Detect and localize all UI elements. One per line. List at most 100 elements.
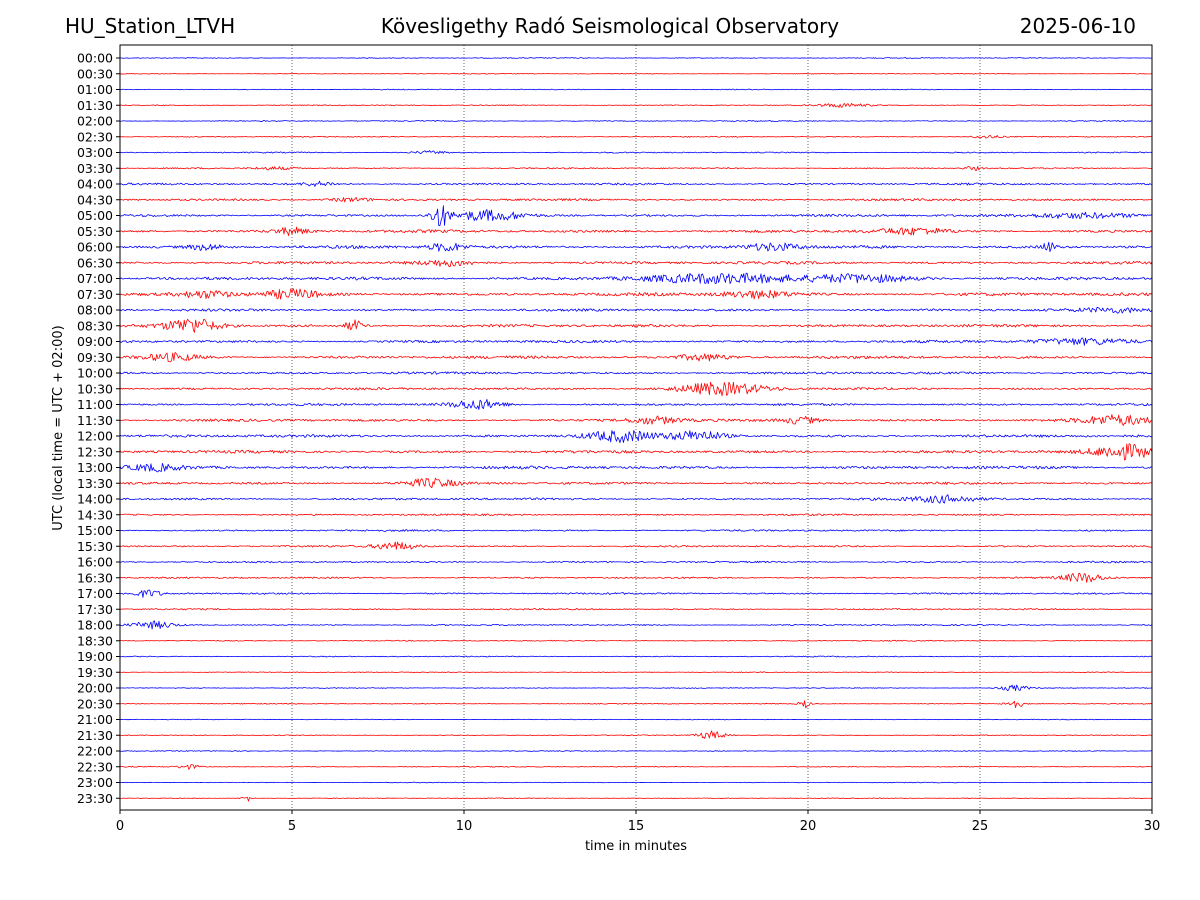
trace-0000 [119,57,1153,59]
y-tick-label: 19:30 [77,665,113,680]
y-tick-label: 19:00 [77,649,113,664]
y-tick-label: 12:30 [77,444,113,459]
trace-2230 [119,764,1153,770]
trace-0130 [119,102,1153,108]
y-tick-label: 11:30 [77,413,113,428]
y-tick-label: 18:30 [77,633,113,648]
y-axis-ticks: 00:0000:3001:0001:3002:0002:3003:0003:30… [77,51,120,806]
trace-0530 [119,226,1153,236]
trace-1200 [119,430,1153,443]
trace-0500 [119,205,1153,227]
trace-1800 [119,620,1153,630]
trace-2330 [119,796,1153,802]
trace-1330 [119,477,1153,489]
seismogram-traces [119,57,1153,802]
trace-0330 [119,166,1153,171]
trace-0400 [119,180,1153,187]
x-tick-label: 20 [800,819,817,834]
trace-1030 [119,381,1153,397]
y-tick-label: 01:00 [77,82,113,97]
x-tick-label: 30 [1144,819,1161,834]
y-tick-label: 13:00 [77,460,113,475]
x-axis-ticks: 0 5 10 15 20 25 30 [116,810,1160,834]
trace-1000 [119,371,1153,375]
y-tick-label: 09:30 [77,350,113,365]
y-tick-label: 22:00 [77,744,113,759]
y-tick-label: 18:00 [77,618,113,633]
y-tick-label: 03:00 [77,145,113,160]
trace-0600 [119,241,1153,252]
y-tick-label: 16:30 [77,570,113,585]
trace-0630 [119,259,1153,268]
trace-1300 [119,463,1153,473]
x-tick-label: 5 [288,819,296,834]
y-tick-label: 00:00 [77,51,113,66]
trace-0830 [119,318,1153,333]
trace-2030 [119,700,1153,709]
trace-1100 [119,399,1153,410]
trace-1930 [119,671,1153,674]
y-tick-label: 08:30 [77,318,113,333]
y-tick-label: 00:30 [77,66,113,81]
trace-1230 [119,443,1153,461]
trace-2100 [119,718,1153,721]
y-tick-label: 20:00 [77,681,113,696]
y-tick-label: 05:00 [77,208,113,223]
trace-1700 [119,589,1153,598]
y-tick-label: 13:30 [77,476,113,491]
y-tick-label: 11:00 [77,397,113,412]
trace-2300 [119,781,1153,784]
trace-1530 [119,541,1153,550]
trace-2000 [119,684,1153,692]
grid-lines [291,45,981,810]
y-tick-label: 03:30 [77,161,113,176]
trace-0800 [119,307,1153,314]
x-tick-label: 15 [628,819,645,834]
y-axis-label: UTC (local time = UTC + 02:00) [51,325,66,530]
trace-0230 [120,135,1153,139]
trace-1730 [119,608,1153,611]
y-tick-label: 06:00 [77,240,113,255]
trace-0200 [119,120,1153,122]
y-tick-label: 17:30 [77,602,113,617]
y-tick-label: 04:00 [77,177,113,192]
y-tick-label: 23:30 [77,791,113,806]
x-axis-label: time in minutes [585,839,687,854]
station-name: HU_Station_LTVH [65,14,236,38]
y-tick-label: 05:30 [77,224,113,239]
trace-1130 [119,414,1153,426]
chart-title: Kövesligethy Radó Seismological Observat… [380,14,840,38]
y-tick-label: 17:00 [77,586,113,601]
trace-0930 [119,352,1153,363]
trace-1500 [119,529,1153,532]
trace-1600 [119,560,1153,564]
y-tick-label: 08:00 [77,303,113,318]
trace-2130 [119,730,1152,739]
x-tick-label: 0 [116,819,124,834]
y-tick-label: 02:30 [77,129,113,144]
y-tick-label: 07:30 [77,287,113,302]
y-tick-label: 21:30 [77,728,113,743]
y-tick-label: 06:30 [77,255,113,270]
y-tick-label: 23:00 [77,775,113,790]
trace-1830 [119,639,1153,642]
trace-0300 [119,150,1153,155]
y-tick-label: 02:00 [77,114,113,129]
trace-0430 [119,196,1153,203]
y-tick-label: 15:30 [77,539,113,554]
y-tick-label: 12:00 [77,429,113,444]
trace-0100 [119,88,1153,91]
trace-2200 [119,750,1153,752]
y-tick-label: 10:00 [77,366,113,381]
x-tick-label: 25 [972,819,989,834]
y-tick-label: 09:00 [77,334,113,349]
y-tick-label: 07:00 [77,271,113,286]
y-tick-label: 21:00 [77,712,113,727]
trace-1900 [119,655,1153,658]
chart-date: 2025-06-10 [1019,14,1136,38]
trace-1430 [119,513,1153,517]
y-tick-label: 14:30 [77,507,113,522]
y-tick-label: 01:30 [77,98,113,113]
y-tick-label: 15:00 [77,523,113,538]
